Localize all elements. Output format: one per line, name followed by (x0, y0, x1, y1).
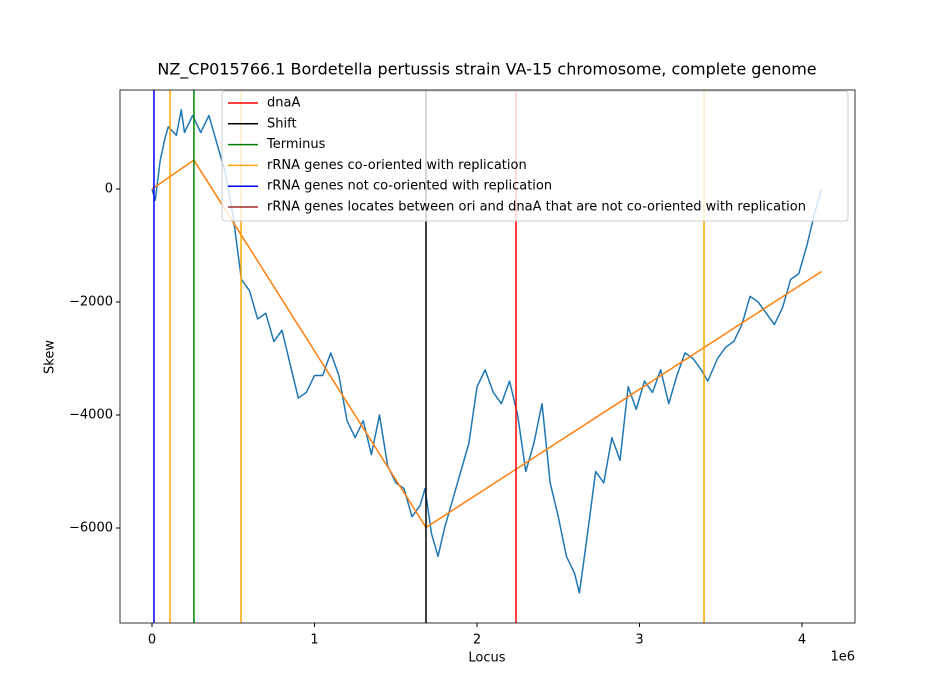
y-axis-label: Skew (43, 340, 58, 374)
y-tick-label: −2000 (69, 295, 113, 310)
legend-label: rRNA genes locates between ori and dnaA … (267, 200, 806, 215)
legend-box (221, 90, 849, 222)
x-tick-label: 4 (798, 633, 806, 648)
legend-label: Terminus (266, 137, 326, 152)
y-tick-label: −6000 (69, 521, 113, 536)
x-tick-label: 2 (473, 633, 481, 648)
legend-label: rRNA genes not co-oriented with replicat… (267, 179, 552, 194)
y-tick-label: −4000 (69, 408, 113, 423)
x-offset-label: 1e6 (830, 650, 855, 665)
series-line (151, 159, 822, 529)
chart-title: NZ_CP015766.1 Bordetella pertussis strai… (157, 60, 816, 80)
legend-label: dnaA (267, 96, 300, 111)
y-tick-label: 0 (105, 181, 113, 196)
plot-frame (119, 89, 856, 624)
x-axis-label: Locus (468, 651, 505, 666)
x-tick-label: 0 (148, 633, 156, 648)
x-tick-label: 3 (635, 633, 643, 648)
legend-label: rRNA genes co-oriented with replication (267, 158, 527, 173)
legend-label: Shift (267, 116, 297, 131)
x-tick-label: 1 (310, 633, 318, 648)
